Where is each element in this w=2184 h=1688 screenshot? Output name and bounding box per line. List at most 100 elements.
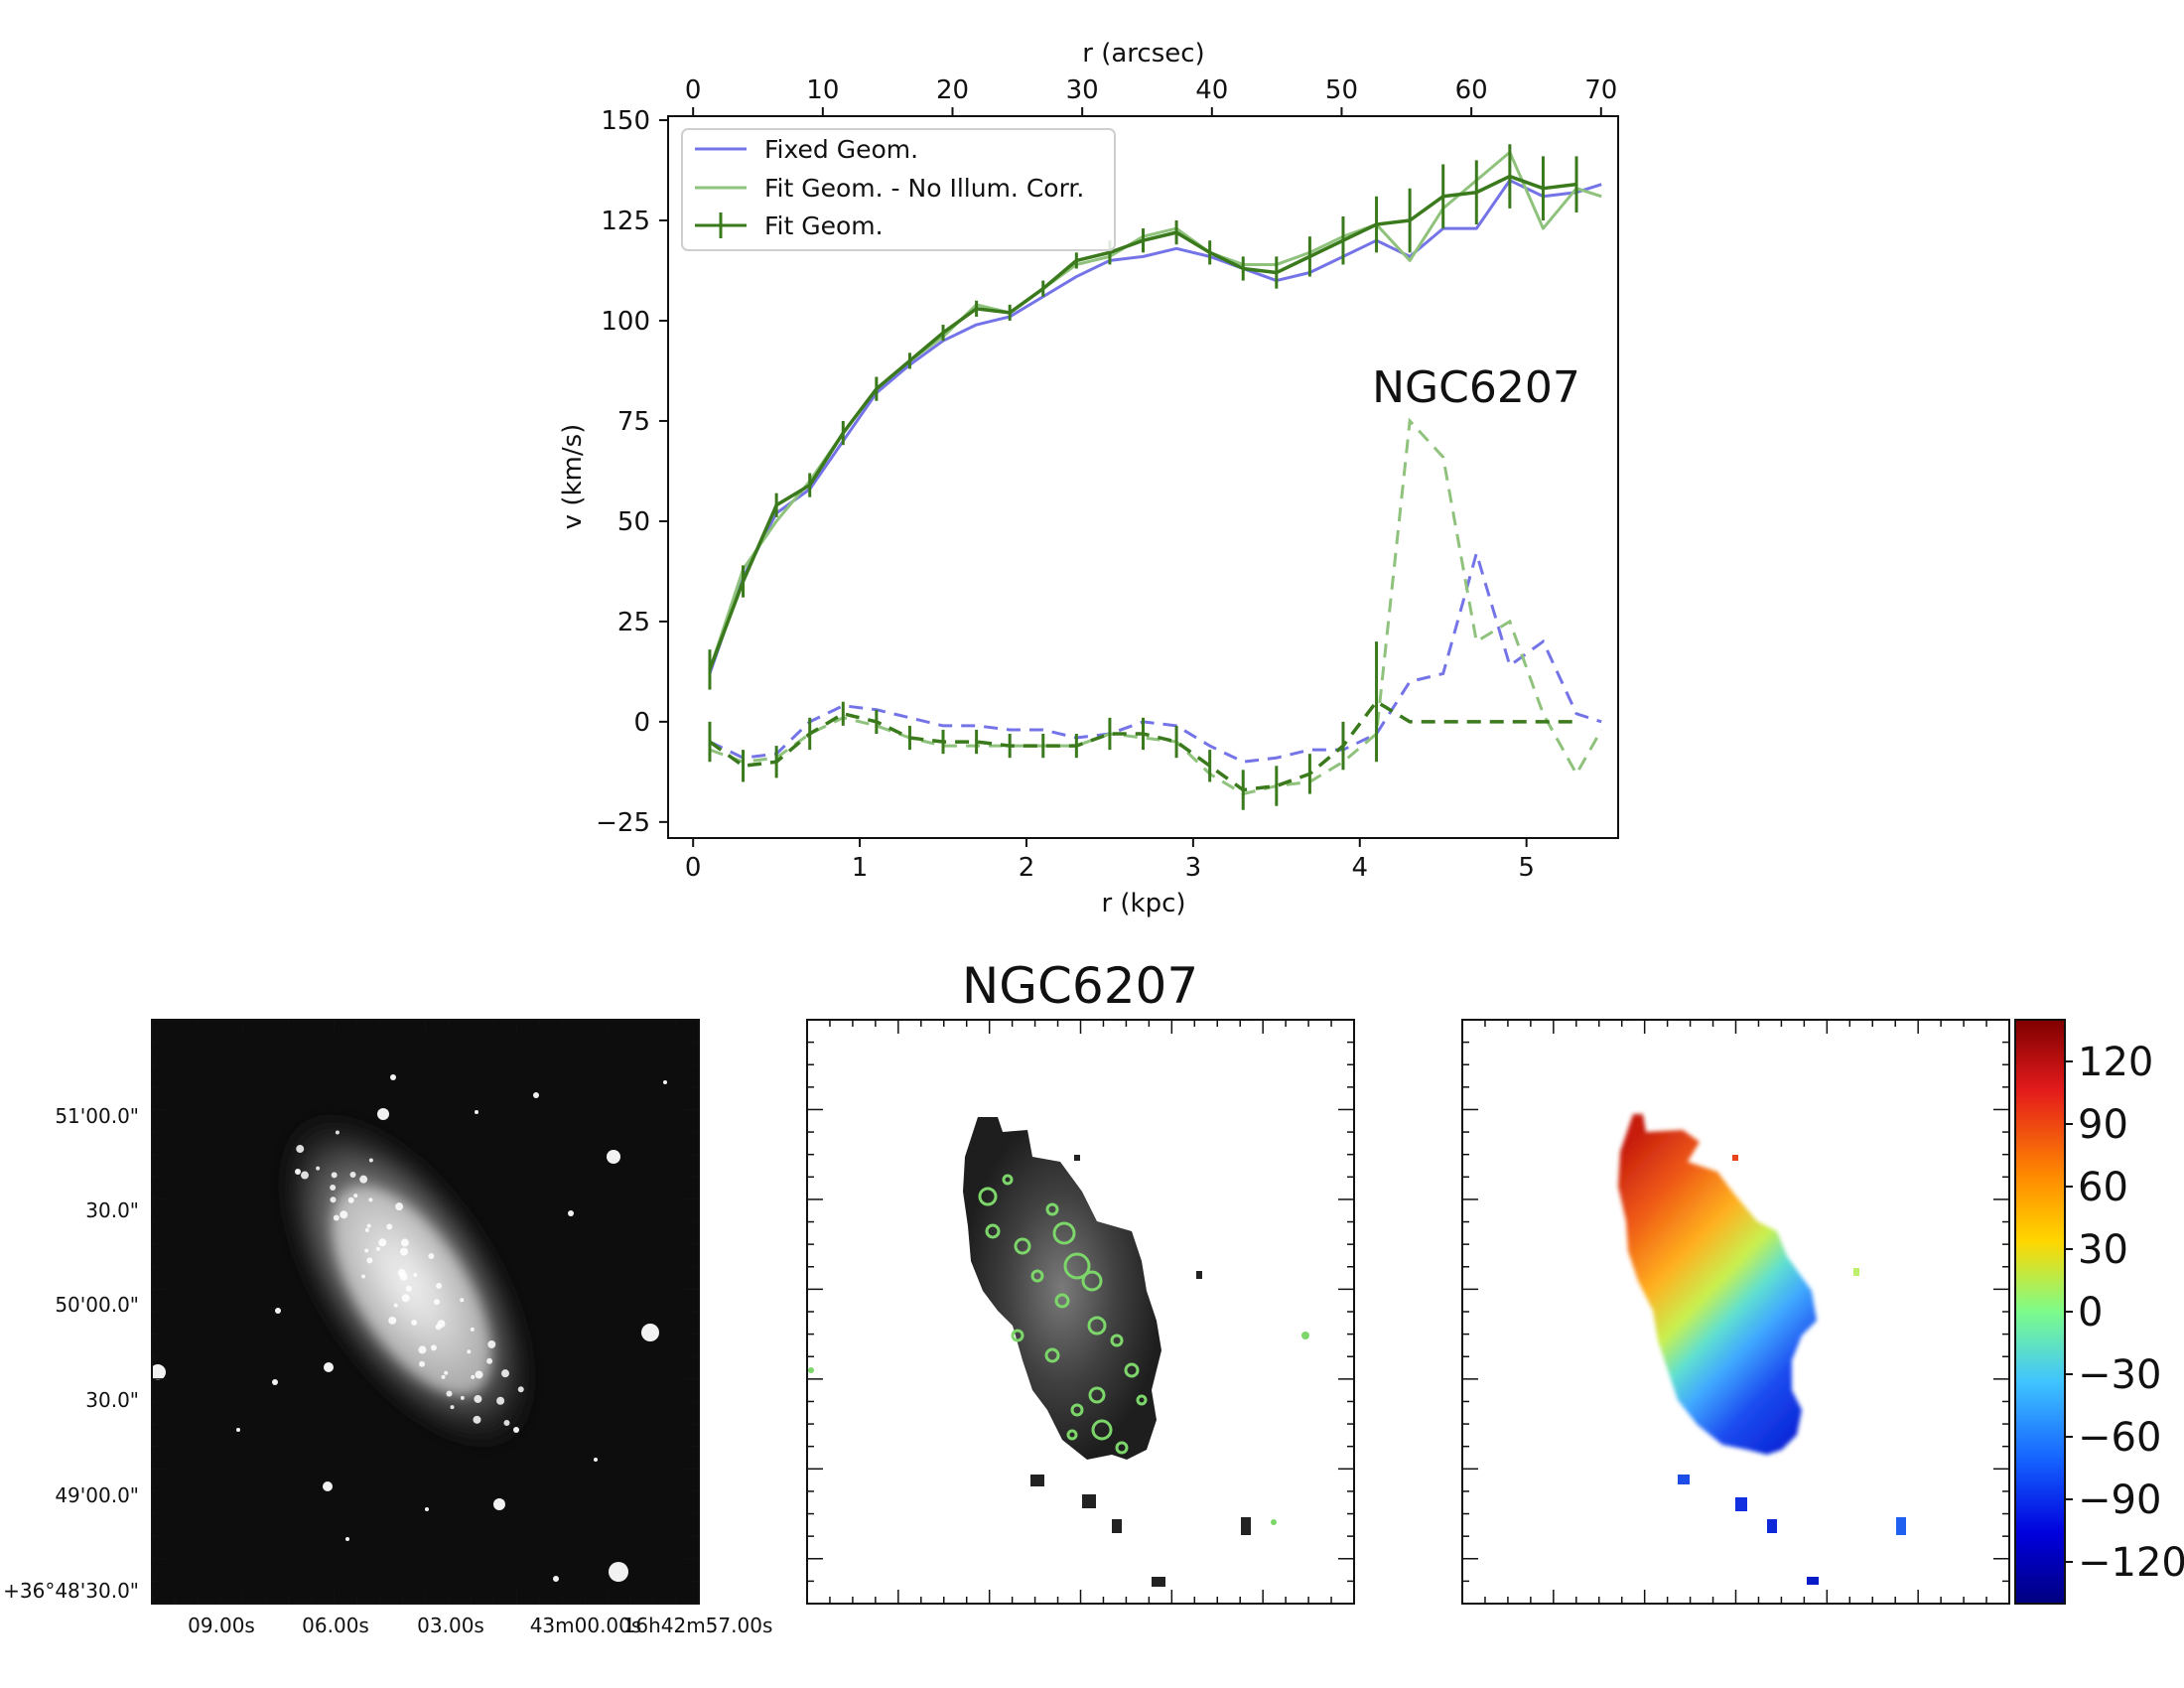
rotation-curve-plot: 0 1 2 3 4 5 0 10 20 30 40 50 60 70 −25 0 25 50 75 100 125 1… [558,39,1619,918]
hii-region [347,1196,354,1203]
dec-tick-label: 50'00.0" [55,1293,139,1317]
y-axis-label: v (km/s) [558,424,588,530]
x-top-tick-label: 10 [806,75,839,105]
y-tick-label: 50 [617,507,650,537]
x-top-tick-label: 60 [1455,75,1488,105]
halpha-knot [1301,1332,1309,1339]
hii-region [411,1320,418,1327]
halpha-knot [985,1223,1001,1239]
colorbar [2014,1019,2066,1605]
galaxy-bulge [333,1186,491,1396]
star [272,1379,278,1385]
halpha-knot [1044,1347,1060,1363]
colorbar-tick-label: −60 [2078,1415,2161,1461]
hii-region [353,1194,358,1198]
legend: Fixed Geom. Fit Geom. - No Illum. Corr. … [681,128,1116,251]
hii-region [368,1158,373,1163]
radial-line-1 [709,547,1602,764]
x-top-tick-label: 0 [685,75,702,105]
halpha-blob [1196,1271,1202,1279]
x-top-tick-label: 40 [1195,75,1228,105]
halpha-blob [1030,1475,1044,1486]
hii-region [296,1145,305,1154]
dec-tick-label: 30.0" [85,1198,139,1222]
hii-region [437,1320,446,1329]
rotation-line-1 [708,179,1602,674]
star [345,1537,349,1541]
halpha-knot [1002,1174,1014,1186]
y-tick-label: 75 [617,407,650,437]
star [607,1150,620,1164]
colorbar-tick-label: 90 [2078,1102,2128,1148]
hii-region [333,1214,340,1221]
halpha-disk [963,1117,1161,1460]
hii-region [300,1171,309,1180]
dec-tick-label: +36°48'30.0" [3,1579,139,1603]
hii-region [487,1339,496,1348]
halpha-knot [1110,1334,1124,1347]
star [475,1110,478,1114]
hii-region [397,1268,406,1277]
radial-line-2 [709,417,1603,796]
hii-region [433,1299,440,1306]
legend-box [681,128,1116,251]
hii-region [331,1172,338,1179]
halpha-knot [1070,1403,1084,1417]
hii-region [446,1390,453,1397]
star [641,1324,659,1341]
hii-region [400,1247,409,1256]
velocity-blob [1735,1497,1747,1511]
plot-annotation: NGC6207 [1372,362,1580,413]
x-tick-label: 3 [1185,853,1202,883]
x-axis-top-label: r (arcsec) [1082,39,1204,69]
y-tick-label: −25 [596,808,650,838]
star [377,1108,389,1120]
hii-region [330,1184,337,1191]
colorbar-tick-label: −30 [2078,1352,2161,1398]
x-tick-label: 1 [852,853,869,883]
star [594,1458,598,1462]
hii-region [503,1420,510,1427]
hii-region [405,1285,412,1292]
x-top-tick-label: 70 [1584,75,1617,105]
hii-region [316,1166,321,1171]
hii-region [366,1257,373,1264]
hii-region [467,1349,472,1354]
hii-region [395,1202,404,1211]
hii-region [361,1274,366,1279]
hii-region [413,1273,418,1278]
dec-tick-label: 30.0" [85,1388,139,1412]
hii-region [364,1227,369,1232]
colorbar-tick-label: 60 [2078,1165,2128,1210]
star [513,1427,519,1433]
star [236,1428,240,1432]
hii-region [501,1369,510,1378]
hii-region [419,1360,426,1367]
star [609,1562,628,1582]
hii-region [430,1344,437,1351]
halpha-knot [1087,1316,1107,1336]
velocity-blob [1678,1475,1690,1484]
star [533,1092,539,1098]
velocity-blob [1896,1517,1906,1535]
hii-region [386,1223,393,1230]
colorbar-tick-label: 30 [2078,1227,2128,1273]
halpha-knot [1136,1394,1148,1406]
velocity-blob [1853,1268,1859,1276]
star [324,1362,334,1372]
hii-region [400,1238,409,1247]
halpha-knot [1014,1237,1031,1255]
y-axis: −25 0 25 50 75 100 125 150 [596,106,668,838]
foreground-stars [152,1074,667,1582]
halpha-knot [1054,1293,1070,1309]
dec-tick-label: 51'00.0" [55,1104,139,1128]
hii-region [486,1357,493,1364]
halpha-knot [1271,1519,1277,1525]
hii-region [496,1396,505,1405]
legend-label-no-illum: Fit Geom. - No Illum. Corr. [764,174,1084,203]
star [425,1507,429,1511]
legend-label-fixed-geom: Fixed Geom. [764,135,918,164]
halpha-blob [1082,1494,1096,1508]
rotation-curve-series-group [708,144,1603,810]
